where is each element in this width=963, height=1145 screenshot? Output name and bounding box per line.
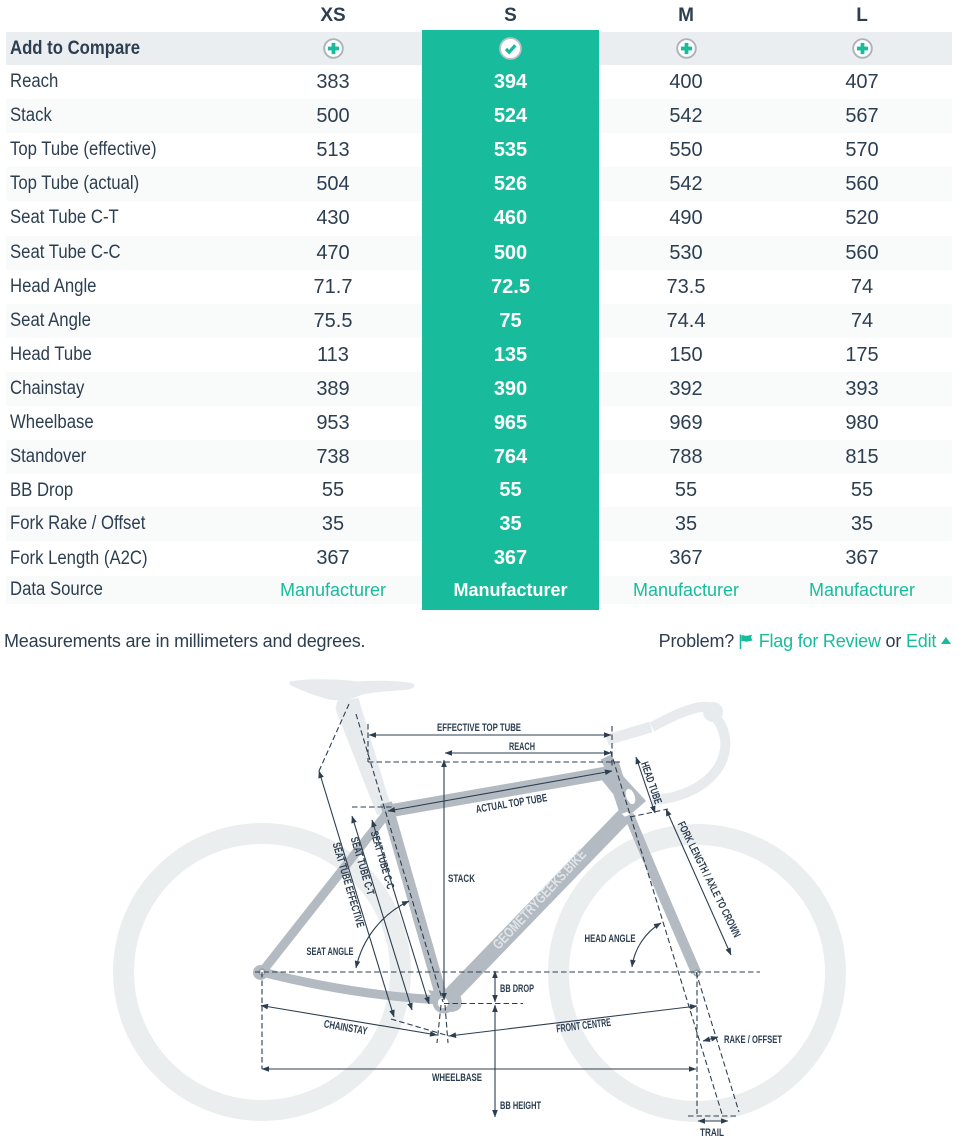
svg-text:TRAIL: TRAIL xyxy=(700,1127,724,1139)
svg-text:BB DROP: BB DROP xyxy=(500,983,534,995)
svg-text:HEAD ANGLE: HEAD ANGLE xyxy=(585,933,636,945)
svg-text:STACK: STACK xyxy=(448,873,475,885)
svg-text:RAKE / OFFSET: RAKE / OFFSET xyxy=(724,1034,782,1046)
svg-text:SEAT ANGLE: SEAT ANGLE xyxy=(307,946,354,958)
svg-text:WHEELBASE: WHEELBASE xyxy=(432,1072,482,1084)
svg-text:REACH: REACH xyxy=(509,741,535,753)
svg-text:EFFECTIVE TOP TUBE: EFFECTIVE TOP TUBE xyxy=(437,722,521,734)
svg-text:BB HEIGHT: BB HEIGHT xyxy=(500,1100,541,1112)
svg-text:CHAINSTAY: CHAINSTAY xyxy=(323,1018,369,1037)
